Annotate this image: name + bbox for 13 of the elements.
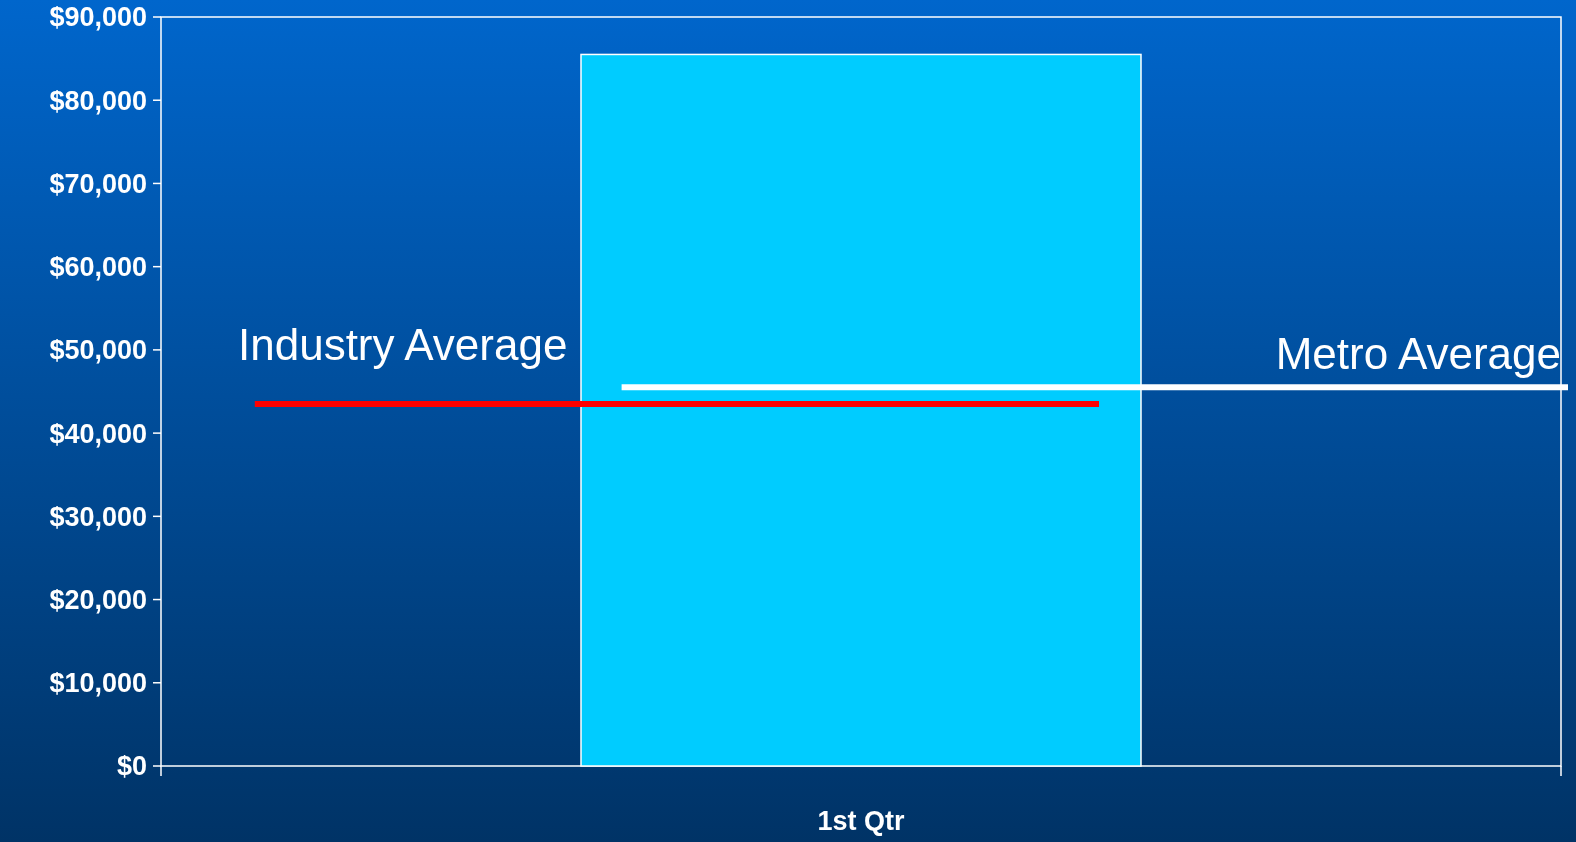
ref-line-label: Industry Average — [238, 319, 568, 369]
y-tick-label: $90,000 — [49, 2, 147, 33]
y-tick-label: $30,000 — [49, 501, 147, 532]
x-tick-label: 1st Qtr — [817, 806, 905, 836]
y-tick-label: $0 — [116, 751, 147, 782]
y-tick-label: $60,000 — [49, 252, 147, 283]
y-tick-label: $50,000 — [49, 335, 147, 366]
y-tick-label: $40,000 — [49, 418, 147, 449]
y-tick-label: $70,000 — [49, 168, 147, 199]
ref-line-label: Metro Average — [1275, 329, 1561, 379]
y-tick-label: $80,000 — [49, 85, 147, 116]
y-tick-label: $20,000 — [49, 585, 147, 616]
y-tick-label: $10,000 — [49, 668, 147, 699]
